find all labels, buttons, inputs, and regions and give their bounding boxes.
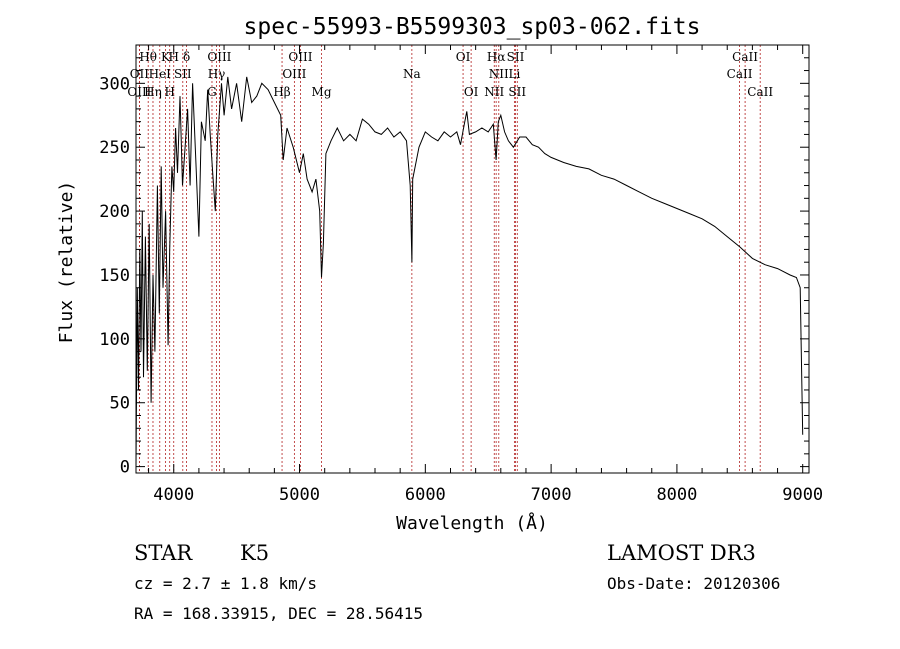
line-marker-label: OIII	[282, 67, 306, 81]
line-marker-label: CaII	[732, 50, 758, 64]
line-marker-label: Mg	[312, 85, 332, 99]
line-marker-label: δ	[183, 50, 190, 64]
line-marker-label: SII	[174, 67, 192, 81]
line-marker-label: Hα	[487, 50, 506, 64]
line-marker-label: OI	[464, 85, 479, 99]
y-tick-label: 300	[99, 74, 130, 94]
line-marker-label: H	[164, 85, 174, 99]
x-axis-ticks: 4000 5000 6000 7000 8000 9000	[148, 45, 823, 505]
line-marker-label: OIII	[207, 50, 231, 64]
line-marker-label: CaII	[747, 85, 773, 99]
observation-date: Obs-Date: 20120306	[607, 574, 780, 593]
x-tick-label: 8000	[656, 485, 697, 505]
line-marker-label: Hγ	[208, 67, 226, 81]
object-subclass: K5	[240, 541, 269, 565]
x-tick-label: 6000	[405, 485, 446, 505]
line-marker-label: Hθ	[139, 50, 157, 64]
line-marker-label: Li	[508, 67, 520, 81]
line-marker-label: OIII	[127, 85, 151, 99]
line-marker-label: Na	[403, 67, 421, 81]
y-tick-label: 150	[99, 266, 130, 286]
line-marker-label: OII	[130, 67, 150, 81]
x-tick-label: 9000	[782, 485, 823, 505]
y-tick-label: 100	[99, 330, 130, 350]
line-marker-label: SII	[508, 85, 526, 99]
x-tick-label: 4000	[153, 485, 194, 505]
line-marker-label: NII	[489, 67, 509, 81]
y-tick-label: 50	[110, 394, 130, 414]
plot-frame	[135, 44, 810, 474]
line-marker-label: Hβ	[273, 85, 290, 99]
line-markers	[138, 45, 761, 473]
spectrum-series	[135, 76, 804, 467]
redshift-text: cz = 2.7 ± 1.8 km/s	[134, 574, 317, 593]
y-axis-ticks: 0 50 100 150 200 250 300	[99, 57, 809, 478]
survey-name: LAMOST DR3	[607, 541, 756, 565]
chart-title: spec-55993-B5599303_sp03-062.fits	[244, 14, 701, 40]
line-marker-label: G	[207, 85, 217, 99]
line-marker-label: K	[161, 50, 171, 64]
line-marker-label: SII	[507, 50, 525, 64]
y-tick-label: 250	[99, 138, 130, 158]
coordinates-text: RA = 168.33915, DEC = 28.56415	[134, 604, 423, 623]
line-marker-label: OIII	[288, 50, 312, 64]
x-axis-label: Wavelength (Å)	[396, 512, 548, 534]
y-axis-label: Flux (relative)	[56, 181, 77, 344]
line-marker-label: Hη	[144, 85, 162, 99]
object-class: STAR	[134, 541, 193, 565]
line-marker-label: OI	[456, 50, 471, 64]
x-tick-label: 5000	[279, 485, 320, 505]
line-marker-label: CaII	[727, 67, 753, 81]
y-tick-label: 0	[120, 458, 130, 478]
y-tick-label: 200	[99, 202, 130, 222]
line-marker-label: HeI	[149, 67, 172, 81]
line-marker-label: H	[169, 50, 179, 64]
line-marker-label: NII	[484, 85, 504, 99]
x-tick-label: 7000	[531, 485, 572, 505]
